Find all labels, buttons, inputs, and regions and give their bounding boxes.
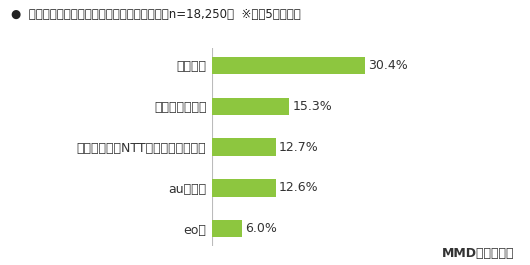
Bar	[212, 98, 289, 115]
Text: 30.4%: 30.4%	[368, 59, 408, 72]
Bar	[212, 220, 242, 237]
Bar	[212, 57, 366, 74]
Text: 12.6%: 12.6%	[279, 182, 318, 195]
Text: ●  利用しているインターネット回線：光回線（n=18,250）  ※上位5サービス: ● 利用しているインターネット回線：光回線（n=18,250） ※上位5サービス	[11, 8, 301, 21]
Text: MMD研究所調べ: MMD研究所調べ	[441, 247, 514, 260]
Text: 6.0%: 6.0%	[245, 222, 277, 235]
Bar	[212, 139, 276, 156]
Text: 12.7%: 12.7%	[279, 140, 319, 154]
Text: 15.3%: 15.3%	[292, 100, 332, 113]
Bar	[212, 179, 276, 197]
